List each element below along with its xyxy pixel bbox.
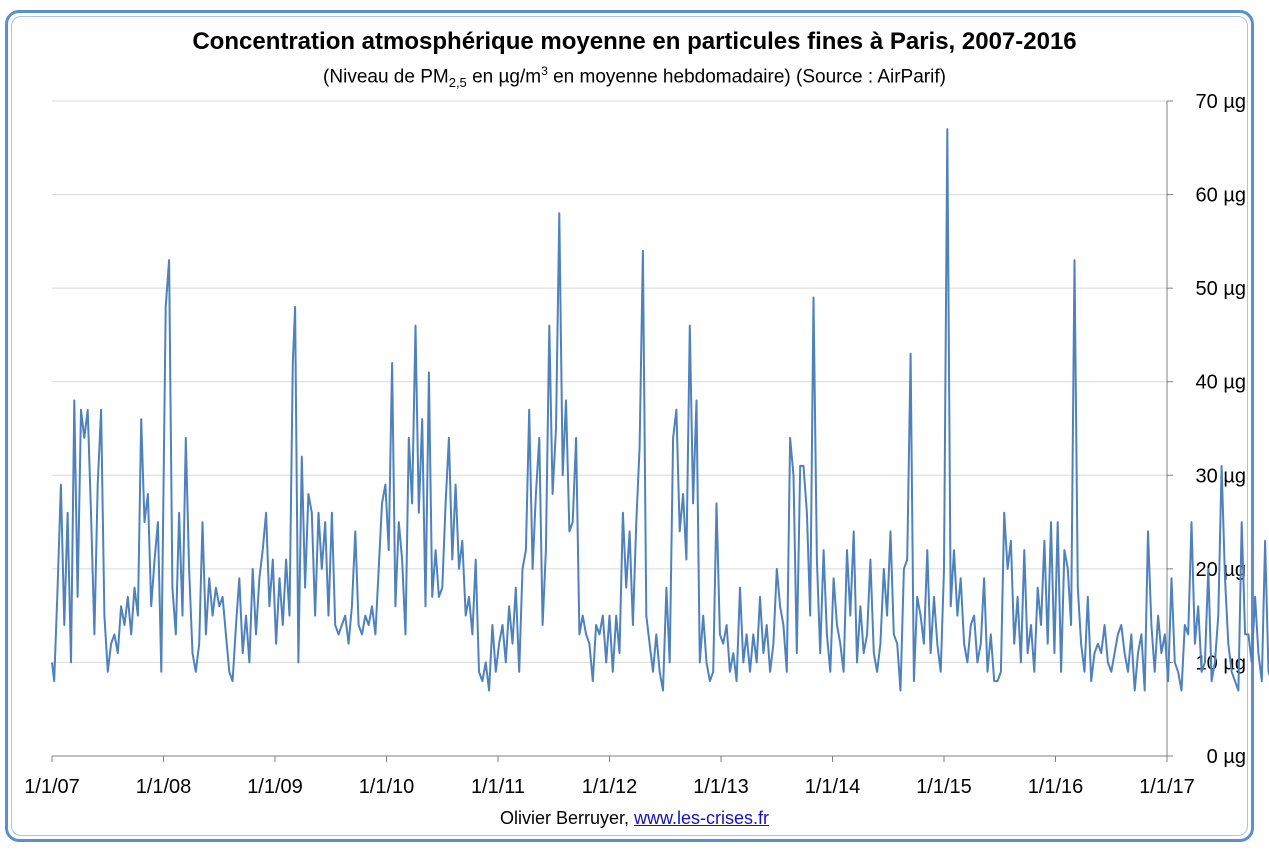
subtitle-part-3: en moyenne hebdomadaire) (Source : AirPa…: [547, 66, 946, 88]
y-tick-label: 20 µg: [1196, 559, 1246, 581]
chart-subtitle: (Niveau de PM2,5 en µg/m3 en moyenne heb…: [0, 64, 1269, 90]
series-line: [51, 128, 1269, 692]
subtitle-subscript: 2,5: [448, 75, 467, 91]
y-tick-label: 60 µg: [1196, 185, 1246, 207]
x-tick-label: 1/1/17: [1139, 776, 1195, 798]
x-tick-label: 1/1/12: [582, 776, 638, 798]
subtitle-superscript: 3: [541, 64, 548, 78]
y-tick-label: 10 µg: [1196, 652, 1246, 674]
x-tick-label: 1/1/09: [247, 776, 303, 798]
credit-link[interactable]: www.les-crises.fr: [634, 808, 770, 828]
x-tick-label: 1/1/15: [916, 776, 972, 798]
x-tick-label: 1/1/11: [471, 776, 525, 798]
credit-line: Olivier Berruyer, www.les-crises.fr: [0, 808, 1269, 829]
chart-frame-inner: [11, 16, 1248, 836]
subtitle-part-2: en µg/m: [466, 66, 542, 88]
x-tick-label: 1/1/07: [24, 776, 80, 798]
x-tick-label: 1/1/13: [693, 776, 749, 798]
y-tick-label: 0 µg: [1207, 746, 1246, 768]
x-tick-label: 1/1/10: [359, 776, 415, 798]
x-tick-label: 1/1/08: [136, 776, 192, 798]
chart-frame: [5, 10, 1254, 842]
credit-author: Olivier Berruyer,: [499, 808, 629, 828]
x-tick-label: 1/1/16: [1028, 776, 1084, 798]
x-tick-label: 1/1/14: [805, 776, 861, 798]
chart-title: Concentration atmosphérique moyenne en p…: [192, 28, 1077, 55]
subtitle-part-1: (Niveau de PM: [323, 66, 449, 88]
y-tick-label: 70 µg: [1196, 91, 1246, 113]
y-tick-label: 50 µg: [1196, 278, 1246, 300]
y-tick-label: 40 µg: [1196, 372, 1246, 394]
